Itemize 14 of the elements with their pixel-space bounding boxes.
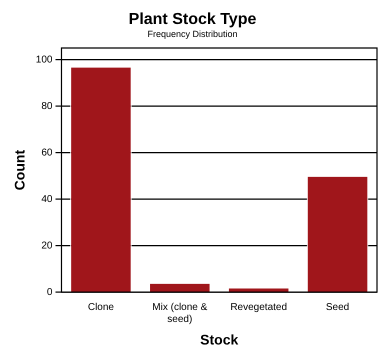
chart-subtitle: Frequency Distribution: [147, 29, 238, 40]
y-tick-label: 80: [41, 100, 53, 112]
x-tick-label: Clone: [88, 302, 114, 313]
chart-title: Plant Stock Type: [128, 11, 256, 28]
y-tick-label: 20: [41, 240, 53, 252]
y-tick-label: 100: [36, 54, 53, 66]
x-tick-label: Revegetated: [230, 302, 288, 313]
x-axis-title: Stock: [200, 331, 239, 348]
y-tick-label: 60: [41, 147, 53, 158]
y-axis-title: Count: [11, 150, 28, 190]
y-tick-label: 0: [46, 286, 53, 298]
x-tick-label: Mix (clone & seed): [152, 302, 208, 325]
y-tick-label: 40: [41, 194, 53, 205]
x-tick-label: Seed: [326, 302, 350, 313]
